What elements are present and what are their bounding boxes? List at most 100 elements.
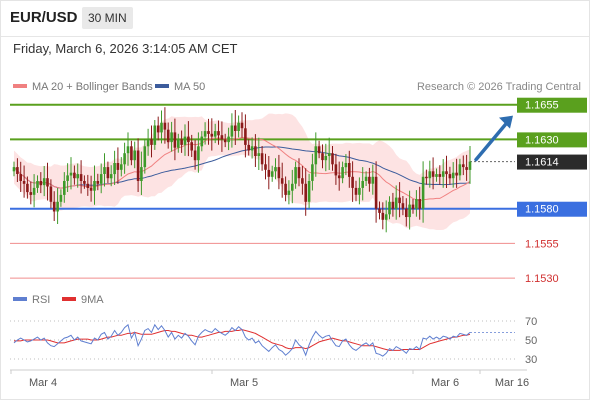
candle-body[interactable] [381, 212, 385, 220]
candle-body[interactable] [73, 172, 76, 179]
candle-body[interactable] [59, 194, 63, 202]
candle-body[interactable] [150, 139, 153, 145]
candle-body[interactable] [458, 164, 462, 176]
candle-body[interactable] [49, 186, 53, 202]
candle-body[interactable] [200, 136, 204, 147]
candle-body[interactable] [341, 167, 344, 179]
candle-body[interactable] [86, 183, 90, 188]
candle-body[interactable] [368, 176, 371, 184]
candle-body[interactable] [274, 167, 277, 172]
candle-body[interactable] [284, 183, 287, 195]
candle-body[interactable] [307, 181, 311, 202]
candle-body[interactable] [197, 146, 200, 161]
candle-body[interactable] [113, 163, 116, 175]
candle-body[interactable] [223, 139, 227, 143]
candle-body[interactable] [160, 122, 163, 133]
candle-body[interactable] [180, 139, 183, 145]
candle-body[interactable] [314, 146, 318, 165]
candle-body[interactable] [89, 187, 93, 191]
candle-body[interactable] [227, 136, 230, 143]
candle-body[interactable] [354, 187, 358, 195]
candle-body[interactable] [294, 167, 297, 184]
candle-body[interactable] [220, 135, 224, 140]
candle-body[interactable] [193, 150, 197, 161]
candle-body[interactable] [106, 167, 110, 179]
candle-body[interactable] [358, 187, 361, 195]
candle-body[interactable] [394, 197, 398, 209]
candle-body[interactable] [254, 146, 257, 156]
candle-body[interactable] [19, 174, 22, 181]
candle-body[interactable] [317, 146, 321, 154]
candle-body[interactable] [441, 171, 445, 177]
candle-body[interactable] [418, 199, 421, 209]
candle-body[interactable] [448, 174, 452, 179]
candle-body[interactable] [438, 174, 442, 177]
candle-body[interactable] [462, 164, 465, 168]
candle-body[interactable] [136, 150, 140, 182]
candle-body[interactable] [405, 208, 408, 217]
candle-body[interactable] [63, 181, 66, 195]
candle-body[interactable] [301, 178, 304, 184]
candle-body[interactable] [337, 175, 341, 179]
candle-body[interactable] [156, 125, 160, 133]
candle-body[interactable] [240, 122, 244, 129]
candle-body[interactable] [130, 146, 133, 161]
candle-body[interactable] [415, 199, 418, 209]
candle-body[interactable] [207, 131, 210, 134]
candle-body[interactable] [69, 172, 73, 176]
candle-body[interactable] [455, 172, 458, 176]
candle-body[interactable] [384, 214, 388, 220]
candle-body[interactable] [401, 203, 405, 209]
candle-body[interactable] [146, 139, 150, 147]
candle-body[interactable] [187, 136, 190, 143]
candle-body[interactable] [331, 153, 334, 165]
candle-body[interactable] [264, 164, 267, 170]
candle-body[interactable] [247, 144, 250, 151]
candle-body[interactable] [371, 176, 375, 184]
candle-body[interactable] [96, 181, 100, 184]
candle-body[interactable] [250, 146, 254, 151]
candle-body[interactable] [378, 208, 381, 213]
candle-body[interactable] [190, 142, 193, 151]
candle-body[interactable] [348, 163, 351, 177]
candle-body[interactable] [109, 174, 113, 179]
candle-body[interactable] [12, 167, 16, 172]
candle-body[interactable] [451, 172, 455, 179]
candle-body[interactable] [327, 153, 331, 156]
candle-body[interactable] [267, 169, 271, 177]
candle-body[interactable] [26, 183, 29, 193]
candle-body[interactable] [116, 163, 120, 170]
candle-body[interactable] [36, 181, 39, 188]
candle-body[interactable] [304, 183, 307, 202]
timeframe-badge[interactable]: 30 MIN [82, 7, 133, 29]
candle-body[interactable] [140, 167, 143, 181]
candle-body[interactable] [183, 136, 187, 145]
candle-body[interactable] [391, 201, 395, 209]
candle-body[interactable] [445, 171, 448, 175]
candle-body[interactable] [76, 174, 79, 179]
candle-body[interactable] [29, 192, 33, 195]
candle-body[interactable] [126, 146, 130, 154]
candle-body[interactable] [287, 190, 291, 195]
candle-body[interactable] [166, 129, 170, 143]
candle-body[interactable] [103, 167, 106, 174]
candle-body[interactable] [277, 167, 281, 179]
candle-body[interactable] [93, 181, 96, 191]
candle-body[interactable] [388, 201, 391, 215]
candle-body[interactable] [213, 131, 217, 137]
candle-body[interactable] [230, 125, 234, 137]
candle-body[interactable] [257, 153, 261, 156]
candle-body[interactable] [163, 122, 167, 130]
candle-body[interactable] [153, 125, 157, 145]
candle-body[interactable] [99, 174, 103, 184]
candle-body[interactable] [425, 176, 428, 179]
candle-body[interactable] [66, 175, 69, 181]
candle-body[interactable] [22, 181, 26, 184]
candle-body[interactable] [435, 174, 438, 177]
candle-body[interactable] [170, 132, 173, 143]
candle-body[interactable] [79, 174, 83, 181]
candle-body[interactable] [217, 131, 220, 136]
candle-body[interactable] [321, 153, 324, 161]
candle-body[interactable] [260, 153, 264, 165]
